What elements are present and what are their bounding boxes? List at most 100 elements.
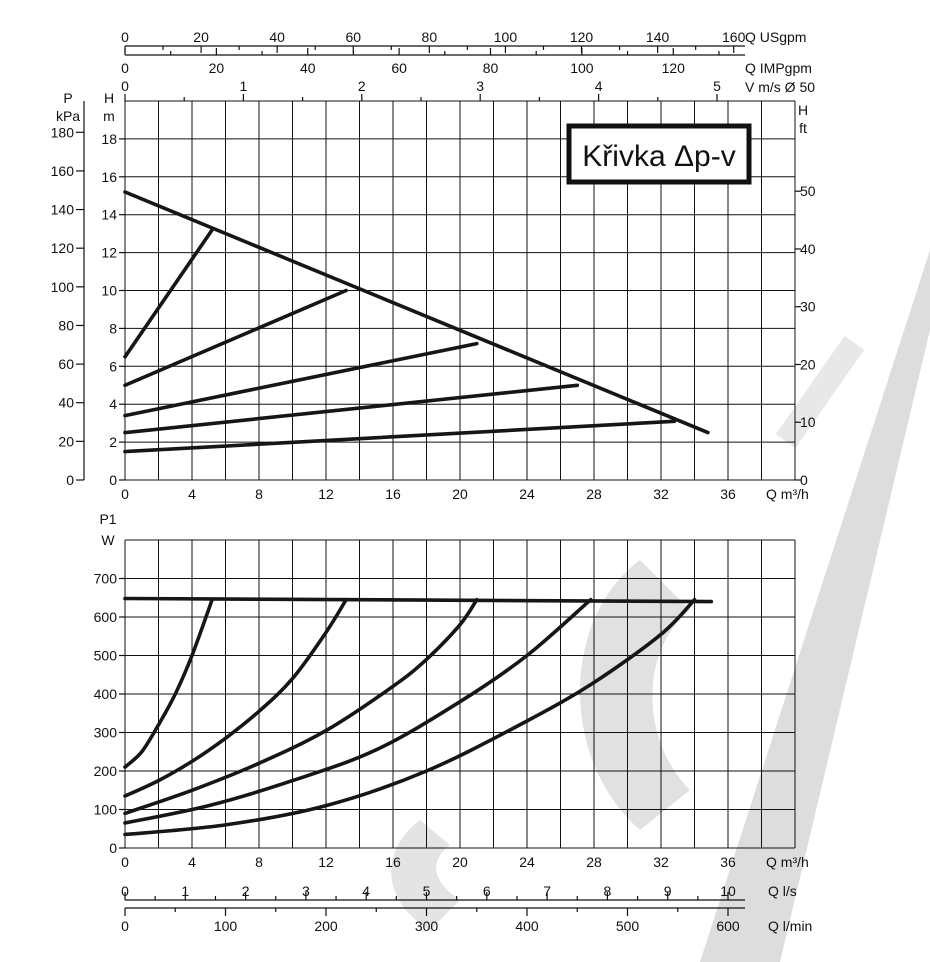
head-tick-label: 16 bbox=[101, 169, 117, 185]
kpa-axis-unit: kPa bbox=[56, 108, 80, 124]
q-tick-label: 20 bbox=[452, 486, 468, 502]
head-axis-unit: m bbox=[103, 108, 115, 124]
kpa-tick-label: 140 bbox=[51, 202, 75, 218]
head-tick-label: 0 bbox=[109, 472, 117, 488]
ls-tick-label: 4 bbox=[362, 883, 370, 899]
lmin-tick-label: 0 bbox=[121, 918, 129, 934]
power-tick-label: 0 bbox=[109, 840, 117, 856]
ls-tick-label: 6 bbox=[483, 883, 491, 899]
velocity-axis-label: V m/s Ø 50 bbox=[745, 79, 815, 95]
kpa-tick-label: 60 bbox=[58, 356, 74, 372]
ft-tick-label: 40 bbox=[800, 241, 816, 257]
q-tick-label: 8 bbox=[255, 854, 263, 870]
power-tick-label: 200 bbox=[94, 763, 118, 779]
impgpm-tick-label: 120 bbox=[662, 60, 686, 76]
q-tick-label: 0 bbox=[121, 854, 129, 870]
ls-axis-label: Q l/s bbox=[768, 883, 797, 899]
power-axis-unit: W bbox=[101, 532, 115, 548]
lmin-tick-label: 500 bbox=[616, 918, 640, 934]
kpa-tick-label: 20 bbox=[58, 433, 74, 449]
ls-tick-label: 10 bbox=[720, 883, 736, 899]
usgpm-axis-label: Q USgpm bbox=[745, 29, 806, 45]
q-tick-label: 24 bbox=[519, 486, 535, 502]
chart-title: Křivka Δp-v bbox=[582, 140, 735, 173]
kpa-axis-title: P bbox=[63, 90, 72, 106]
q-tick-label: 16 bbox=[385, 486, 401, 502]
velocity-tick-label: 2 bbox=[358, 78, 366, 94]
usgpm-tick-label: 40 bbox=[269, 29, 285, 45]
q-tick-label: 28 bbox=[586, 854, 602, 870]
head-chart: 020406080100120140160180024681012141618P… bbox=[51, 29, 816, 502]
ft-axis-title: H bbox=[798, 102, 808, 118]
lmin-tick-label: 400 bbox=[515, 918, 539, 934]
q-tick-label: 8 bbox=[255, 486, 263, 502]
q-tick-label: 4 bbox=[188, 486, 196, 502]
usgpm-tick-label: 140 bbox=[646, 29, 670, 45]
q-tick-label: 36 bbox=[720, 486, 736, 502]
watermark-arc bbox=[580, 560, 690, 830]
power-tick-label: 500 bbox=[94, 648, 118, 664]
q-tick-label: 12 bbox=[318, 486, 334, 502]
ls-tick-label: 9 bbox=[664, 883, 672, 899]
impgpm-tick-label: 60 bbox=[391, 60, 407, 76]
power-curve-2 bbox=[123, 597, 214, 769]
ls-tick-label: 1 bbox=[181, 883, 189, 899]
usgpm-tick-label: 80 bbox=[422, 29, 438, 45]
q-tick-label: 20 bbox=[452, 854, 468, 870]
impgpm-axis-label: Q IMPgpm bbox=[745, 60, 812, 76]
head-curve-3 bbox=[123, 288, 348, 388]
head-curve-1 bbox=[123, 190, 710, 435]
usgpm-tick-label: 20 bbox=[193, 29, 209, 45]
power-tick-label: 400 bbox=[94, 686, 118, 702]
usgpm-tick-label: 120 bbox=[570, 29, 594, 45]
lmin-tick-label: 200 bbox=[314, 918, 338, 934]
head-tick-label: 12 bbox=[101, 245, 117, 261]
ls-tick-label: 0 bbox=[121, 883, 129, 899]
lmin-tick-label: 100 bbox=[214, 918, 238, 934]
head-curve-6 bbox=[123, 419, 677, 454]
lmin-tick-label: 300 bbox=[415, 918, 439, 934]
q-tick-label: 12 bbox=[318, 854, 334, 870]
q-tick-label: 16 bbox=[385, 854, 401, 870]
kpa-tick-label: 40 bbox=[58, 395, 74, 411]
impgpm-tick-label: 100 bbox=[570, 60, 594, 76]
ls-tick-label: 2 bbox=[242, 883, 250, 899]
velocity-tick-label: 4 bbox=[595, 78, 603, 94]
q-tick-label: 28 bbox=[586, 486, 602, 502]
watermark-logo bbox=[391, 250, 930, 962]
ls-tick-label: 7 bbox=[543, 883, 551, 899]
kpa-tick-label: 100 bbox=[51, 279, 75, 295]
power-tick-label: 700 bbox=[94, 571, 118, 587]
watermark-letter bbox=[391, 820, 460, 930]
ft-axis-unit: ft bbox=[799, 120, 807, 136]
power-axis-title: P1 bbox=[99, 511, 116, 527]
kpa-tick-label: 80 bbox=[58, 317, 74, 333]
ls-tick-label: 8 bbox=[604, 883, 612, 899]
q-tick-label: 32 bbox=[653, 854, 669, 870]
power-tick-label: 300 bbox=[94, 725, 118, 741]
head-curve-5 bbox=[123, 383, 580, 435]
usgpm-tick-label: 160 bbox=[722, 29, 746, 45]
q-tick-label: 4 bbox=[188, 854, 196, 870]
q-axis-label: Q m³/h bbox=[766, 486, 809, 502]
power-tick-label: 100 bbox=[94, 802, 118, 818]
usgpm-tick-label: 0 bbox=[121, 29, 129, 45]
kpa-tick-label: 180 bbox=[51, 124, 75, 140]
power-curve-6 bbox=[123, 597, 697, 837]
power-curve-5 bbox=[123, 597, 593, 825]
velocity-tick-label: 5 bbox=[713, 78, 721, 94]
head-tick-label: 4 bbox=[109, 396, 117, 412]
power-curve-4 bbox=[123, 597, 479, 816]
impgpm-tick-label: 0 bbox=[121, 60, 129, 76]
watermark-stroke bbox=[700, 250, 930, 962]
head-tick-label: 10 bbox=[101, 283, 117, 299]
ls-tick-label: 3 bbox=[302, 883, 310, 899]
kpa-tick-label: 0 bbox=[66, 472, 74, 488]
q-tick-label: 0 bbox=[121, 486, 129, 502]
watermark-bar bbox=[775, 335, 865, 449]
head-tick-label: 18 bbox=[101, 131, 117, 147]
power-curve-1 bbox=[123, 596, 714, 604]
head-tick-label: 14 bbox=[101, 207, 117, 223]
head-axis-title: H bbox=[104, 90, 114, 106]
